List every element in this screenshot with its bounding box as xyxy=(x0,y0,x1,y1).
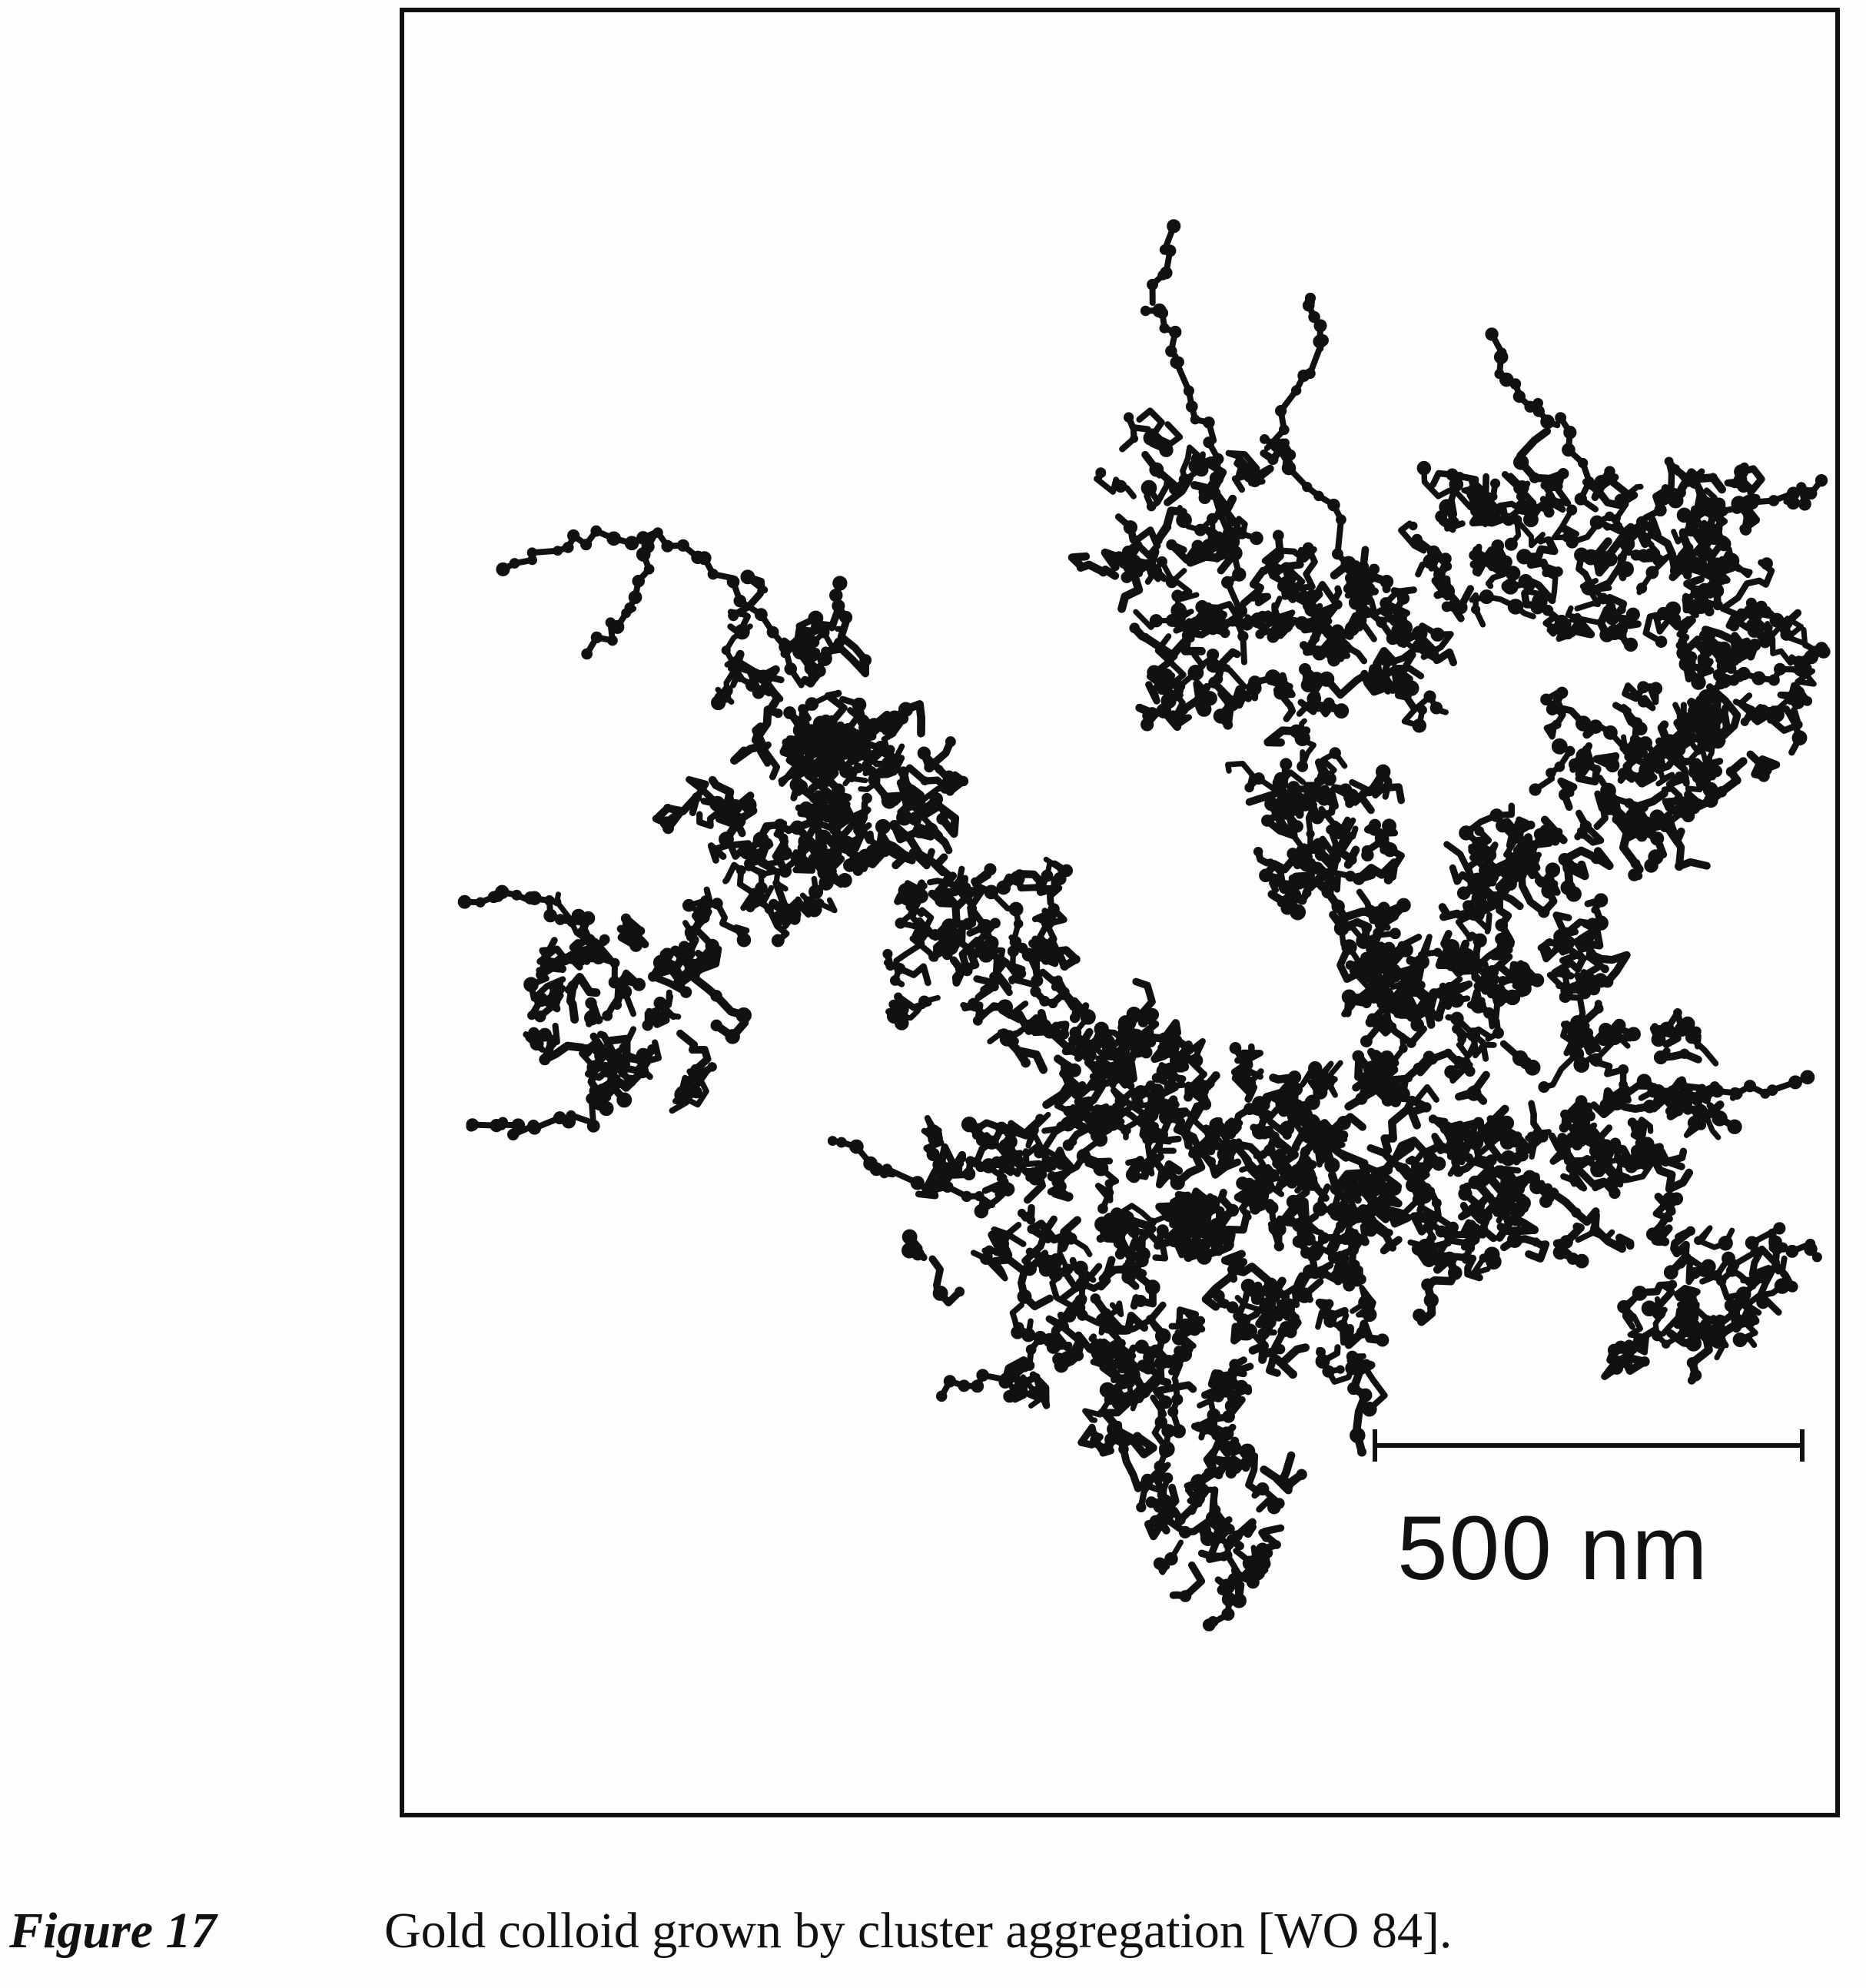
figure-frame: 500 nm xyxy=(400,8,1840,1817)
scale-bar xyxy=(1373,1429,1805,1462)
caption-text: Gold colloid grown by cluster aggregatio… xyxy=(384,1903,1453,1959)
scale-bar-label: 500 nm xyxy=(1397,1498,1709,1599)
figure-caption: Figure 17 Gold colloid grown by cluster … xyxy=(0,1906,1866,1975)
gold-colloid-aggregate-image xyxy=(457,219,1831,1631)
figure-label: Figure 17 xyxy=(9,1903,217,1959)
